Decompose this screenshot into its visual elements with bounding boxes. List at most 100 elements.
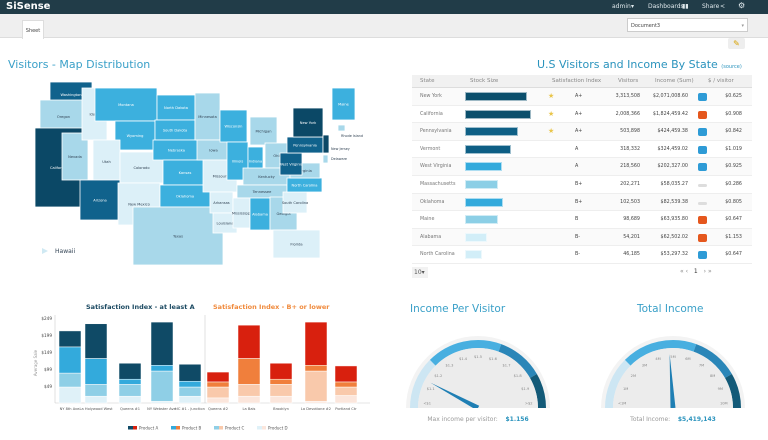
- legend-label[interactable]: Product B: [182, 426, 201, 431]
- col-state[interactable]: State: [420, 78, 435, 84]
- table-row[interactable]: New York ★ A+ 3,313,508 $2,071,008.60 $0…: [412, 88, 752, 106]
- bar-product-a[interactable]: [269, 362, 293, 380]
- state-arkansas[interactable]: Arkansas: [209, 191, 234, 214]
- state-north-dakota[interactable]: North Dakota: [156, 94, 196, 121]
- bar-product-a[interactable]: [150, 321, 174, 366]
- bar-product-c[interactable]: [269, 384, 293, 397]
- state-south-carolina[interactable]: South Carolina: [282, 191, 308, 214]
- state-nebraska[interactable]: Nebraska: [152, 139, 201, 161]
- sisense-logo[interactable]: SiSense: [6, 1, 51, 12]
- bar-product-d[interactable]: [178, 395, 202, 404]
- col-stock-size[interactable]: Stock Size: [470, 78, 499, 84]
- state-new-jersey[interactable]: New Jersey: [322, 134, 350, 154]
- col-satisfaction[interactable]: Satisfaction Index: [552, 78, 602, 84]
- bar-product-d[interactable]: [206, 397, 230, 404]
- bar-product-a[interactable]: [334, 365, 358, 383]
- bar-product-c[interactable]: [334, 386, 358, 396]
- state-west-virginia[interactable]: West Virginia: [279, 152, 303, 176]
- bar-product-d[interactable]: [237, 395, 261, 404]
- bar-product-a[interactable]: [118, 362, 142, 380]
- table-row[interactable]: West Virginia A 218,560 $202,327.00 $0.9…: [412, 158, 752, 176]
- last-page-button[interactable]: »: [708, 268, 712, 275]
- bar-product-a[interactable]: [84, 323, 108, 359]
- tab-sheet[interactable]: Sheet: [22, 20, 44, 39]
- state-texas[interactable]: Texas: [132, 206, 224, 266]
- state-arizona[interactable]: Arizona: [79, 179, 121, 221]
- state-michigan[interactable]: Michigan: [249, 116, 278, 146]
- bar-product-b[interactable]: [237, 358, 261, 385]
- prev-page-button[interactable]: ‹: [685, 268, 688, 275]
- bar-product-b[interactable]: [269, 378, 293, 385]
- state-florida[interactable]: Florida: [272, 229, 321, 259]
- bar-product-c[interactable]: [304, 370, 328, 402]
- legend-label[interactable]: Product C: [225, 426, 244, 431]
- state-tennessee[interactable]: Tennessee: [236, 184, 288, 199]
- col-visitors[interactable]: Visitors: [618, 78, 639, 84]
- state-kansas[interactable]: Kansas: [162, 159, 208, 186]
- state-iowa[interactable]: Iowa: [196, 139, 231, 161]
- bar-product-c[interactable]: [118, 384, 142, 397]
- source-link[interactable]: (source): [721, 64, 742, 70]
- bar-product-c[interactable]: [237, 384, 261, 397]
- bar-product-b[interactable]: [304, 365, 328, 372]
- state-delaware[interactable]: Delaware: [322, 154, 347, 164]
- current-page[interactable]: 1: [693, 268, 698, 275]
- state-pennsylvania[interactable]: Pennsylvania: [286, 136, 324, 154]
- bar-product-c[interactable]: [206, 386, 230, 399]
- next-page-button[interactable]: ›: [703, 268, 707, 275]
- bar-product-b[interactable]: [150, 365, 174, 372]
- bar-product-a[interactable]: [178, 363, 202, 382]
- user-menu[interactable]: admin: [612, 3, 631, 10]
- bar-product-d[interactable]: [58, 386, 82, 404]
- state-utah[interactable]: Utah: [92, 139, 121, 184]
- state-minnesota[interactable]: Minnesota: [194, 92, 221, 141]
- legend-label[interactable]: Product D: [268, 426, 288, 431]
- state-montana[interactable]: Montana: [94, 87, 158, 122]
- dashboard-icon[interactable]: ▮▮: [682, 3, 689, 10]
- table-row[interactable]: Alabama B- 54,201 $62,502.02 $1.153: [412, 228, 752, 247]
- bar-product-d[interactable]: [269, 395, 293, 404]
- state-oregon[interactable]: Oregon: [39, 99, 88, 134]
- state-oklahoma[interactable]: Oklahoma: [159, 184, 211, 208]
- bar-product-b[interactable]: [178, 380, 202, 388]
- legend-label[interactable]: Product A: [139, 426, 158, 431]
- table-row[interactable]: Vermont A 318,332 $324,459.02 $1.019: [412, 141, 752, 159]
- first-page-button[interactable]: «: [680, 268, 684, 275]
- state-wyoming[interactable]: Wyoming: [114, 120, 156, 151]
- page-size-select[interactable]: 10▾: [412, 267, 428, 278]
- bar-product-a[interactable]: [237, 324, 261, 359]
- edit-pencil-icon[interactable]: ✎: [728, 38, 745, 49]
- state-wisconsin[interactable]: Wisconsin: [219, 109, 248, 143]
- bar-product-d[interactable]: [150, 401, 174, 404]
- share-icon[interactable]: <: [720, 3, 726, 10]
- state-rhode-island[interactable]: Rhode Island: [337, 124, 363, 138]
- share-link[interactable]: Share: [702, 3, 720, 10]
- table-row[interactable]: Pennsylvania ★ A+ 503,898 $424,459.38 $0…: [412, 123, 752, 141]
- state-south-dakota[interactable]: South Dakota: [154, 119, 196, 141]
- hawaii-shape[interactable]: [42, 248, 48, 254]
- bar-product-d[interactable]: [84, 395, 108, 404]
- table-row[interactable]: California ★ A+ 2,008,366 $1,824,459.42 …: [412, 106, 752, 124]
- state-new-york[interactable]: New York: [292, 107, 324, 138]
- col-income[interactable]: Income (Sum): [655, 78, 694, 84]
- col-per-visitor[interactable]: $ / visitor: [708, 78, 734, 84]
- bar-product-c[interactable]: [58, 372, 82, 388]
- state-maine[interactable]: Maine: [331, 87, 356, 121]
- table-row[interactable]: Oklahoma B+ 102,503 $82,539.38 $0.805: [412, 193, 752, 212]
- bar-product-a[interactable]: [58, 330, 82, 348]
- bar-product-c[interactable]: [150, 370, 174, 402]
- bar-product-c[interactable]: [84, 384, 108, 397]
- dashboards-link[interactable]: Dashboards: [648, 3, 684, 10]
- state-mississippi[interactable]: Mississippi: [232, 197, 251, 229]
- table-row[interactable]: Maine B 98,689 $63,935.80 $0.647: [412, 211, 752, 229]
- us-map[interactable]: Washington Oregon California Nevada Idaho Mon…: [0, 70, 380, 270]
- bar-product-b[interactable]: [84, 358, 108, 385]
- table-row[interactable]: North Carolina B- 46,185 $53,297.32 $0.6…: [412, 246, 752, 264]
- table-row[interactable]: Massachusetts B+ 202,271 $58,035.27 $0.2…: [412, 176, 752, 194]
- bar-product-b[interactable]: [334, 381, 358, 388]
- bar-product-a[interactable]: [304, 321, 328, 366]
- bar-product-c[interactable]: [178, 386, 202, 397]
- settings-icon[interactable]: ⚙: [738, 1, 746, 10]
- bar-product-d[interactable]: [334, 395, 358, 404]
- bar-product-d[interactable]: [304, 401, 328, 404]
